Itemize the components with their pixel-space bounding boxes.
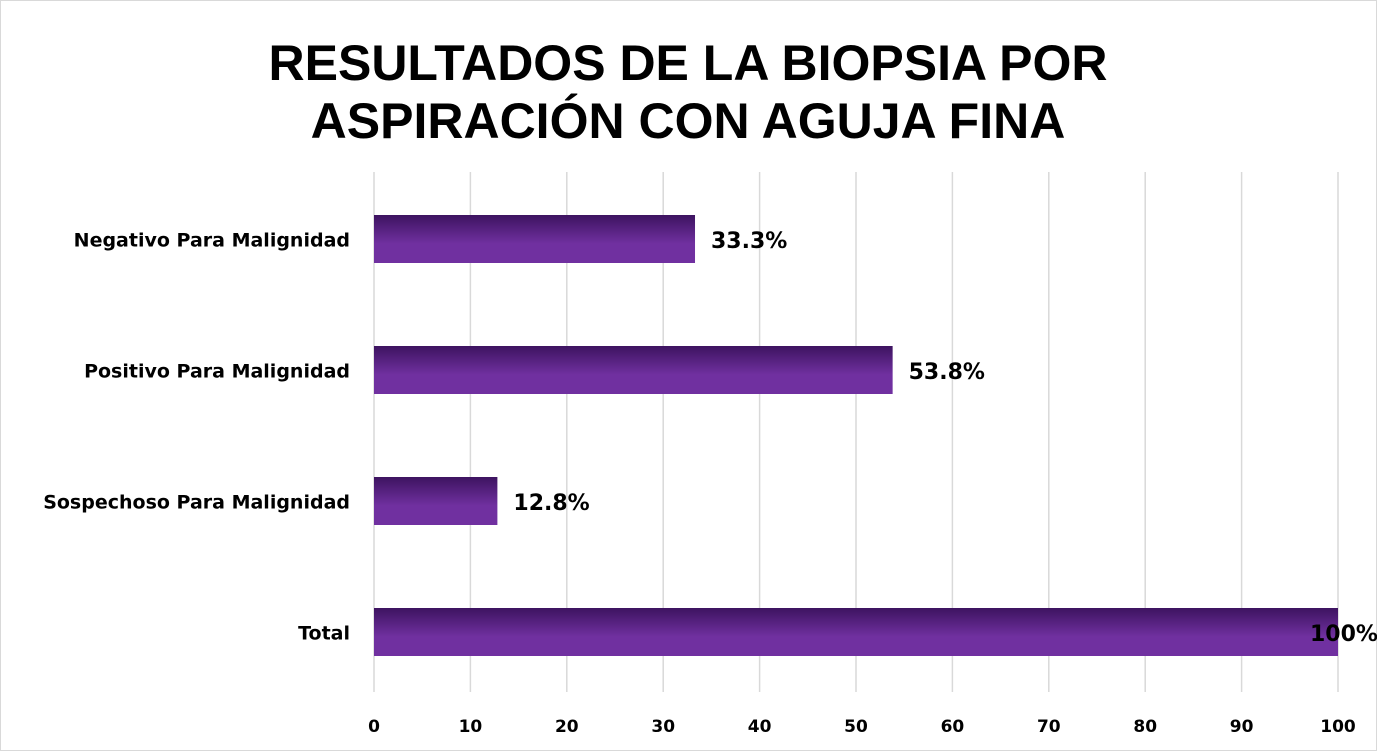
x-tick-label: 50 [844,717,868,737]
bar [374,608,1338,656]
x-tick-label: 80 [1133,717,1157,737]
x-tick-label: 70 [1037,717,1061,737]
x-tick-label: 40 [748,717,772,737]
x-tick-label: 90 [1230,717,1254,737]
y-tick-label: Negativo Para Malignidad [74,230,350,252]
x-tick-label: 10 [459,717,483,737]
y-tick-label: Total [298,623,350,645]
x-tick-label: 20 [555,717,579,737]
chart-title: RESULTADOS DE LA BIOPSIA POR ASPIRACIÓN … [268,35,1108,149]
data-label: 12.8% [513,491,589,516]
x-tick-label: 60 [941,717,965,737]
bar [374,215,696,263]
y-tick-label: Sospechoso Para Malignidad [43,492,350,514]
x-tick-label: 30 [651,717,675,737]
bar [374,346,893,394]
data-label: 33.3% [711,229,787,254]
data-label: 53.8% [909,360,985,385]
x-tick-label: 0 [368,717,380,737]
x-tick-label: 100 [1320,717,1356,737]
bar [374,477,498,525]
data-label: 100% [1310,622,1377,647]
y-tick-label: Positivo Para Malignidad [84,361,350,383]
